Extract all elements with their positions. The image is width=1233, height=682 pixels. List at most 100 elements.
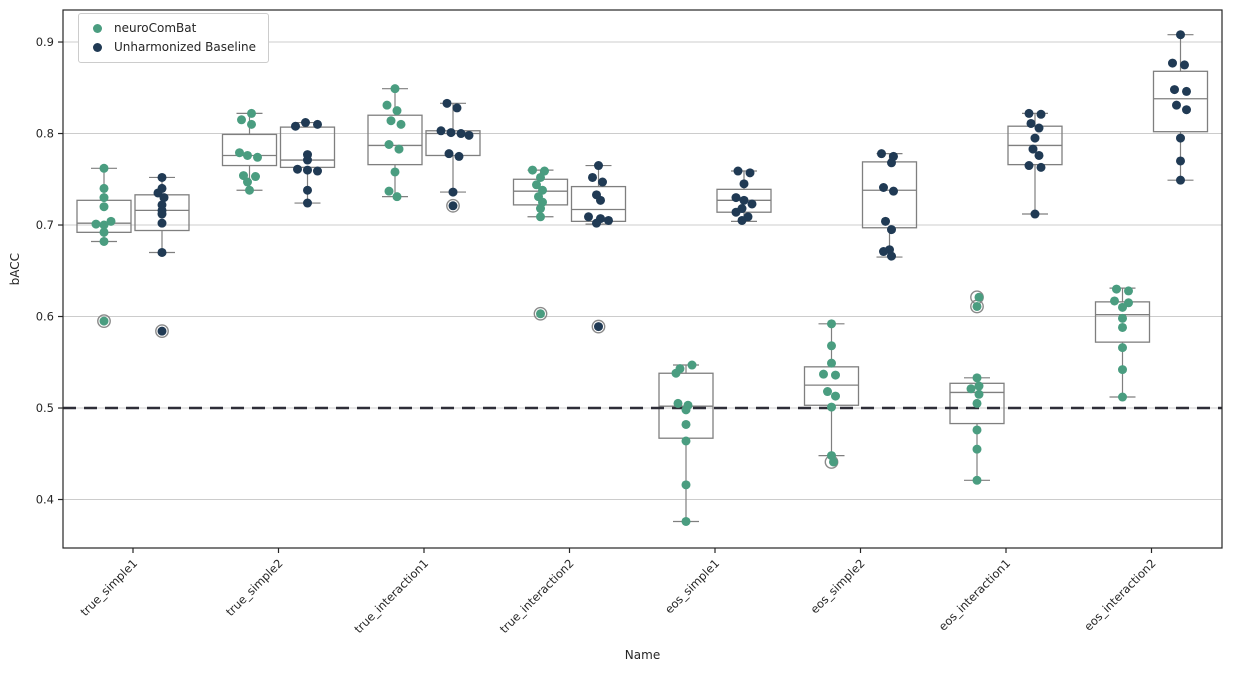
data-point-neurocombat — [974, 381, 984, 391]
x-tick-label: eos_simple2 — [807, 556, 867, 616]
data-point-unharmonized — [887, 158, 896, 168]
data-point-unharmonized — [731, 193, 741, 203]
data-point-unharmonized — [436, 126, 446, 136]
data-point-neurocombat — [827, 341, 836, 351]
x-tick-label: true_simple1 — [77, 556, 140, 619]
data-point-neurocombat — [536, 212, 545, 222]
data-point-neurocombat — [1118, 343, 1127, 353]
data-point-neurocombat — [831, 370, 840, 380]
data-point-unharmonized — [1170, 85, 1179, 95]
data-point-unharmonized — [303, 185, 312, 195]
data-point-neurocombat — [394, 144, 404, 154]
legend-label-unharmonized: Unharmonized Baseline — [114, 40, 257, 54]
y-tick-label: 0.9 — [36, 35, 54, 49]
legend: neuroComBat Unharmonized Baseline — [78, 13, 270, 63]
x-tick-label: eos_simple1 — [662, 556, 722, 616]
data-point-neurocombat — [681, 480, 691, 490]
data-point-neurocombat — [99, 236, 109, 246]
data-point-unharmonized — [456, 129, 466, 139]
data-point-unharmonized — [1034, 150, 1044, 160]
data-point-neurocombat — [237, 115, 246, 125]
data-point-neurocombat — [972, 475, 982, 485]
x-tick-label: eos_interaction1 — [936, 556, 1013, 633]
data-point-unharmonized — [303, 165, 312, 175]
data-point-neurocombat — [247, 119, 256, 129]
data-point-neurocombat — [827, 319, 836, 329]
data-point-neurocombat — [1118, 365, 1127, 375]
data-point-unharmonized — [1176, 175, 1185, 185]
y-tick-label: 0.5 — [36, 401, 54, 415]
data-point-unharmonized — [1024, 108, 1034, 118]
data-point-neurocombat — [384, 186, 394, 196]
data-point-neurocombat — [235, 148, 244, 158]
data-point-unharmonized — [1180, 60, 1189, 70]
data-point-neurocombat — [829, 457, 838, 467]
data-point-neurocombat — [382, 100, 392, 110]
data-point-neurocombat — [972, 425, 982, 435]
data-point-unharmonized — [1182, 105, 1191, 115]
data-point-neurocombat — [823, 387, 832, 397]
data-point-unharmonized — [745, 168, 755, 178]
data-point-neurocombat — [243, 150, 252, 160]
data-point-unharmonized — [1172, 100, 1181, 110]
legend-marker-neurocombat-icon — [93, 24, 102, 33]
outlier-ring — [446, 198, 460, 213]
data-point-neurocombat — [1118, 392, 1127, 402]
y-tick-label: 0.4 — [36, 493, 54, 507]
data-point-unharmonized — [879, 247, 888, 257]
data-point-neurocombat — [1118, 302, 1127, 312]
data-point-unharmonized — [1036, 162, 1046, 172]
x-tick-label: true_interaction1 — [351, 556, 431, 636]
data-point-neurocombat — [681, 419, 691, 429]
data-point-neurocombat — [972, 373, 982, 383]
data-point-neurocombat — [99, 202, 109, 212]
outlier-ring — [155, 324, 169, 339]
data-point-unharmonized — [739, 179, 749, 189]
data-point-neurocombat — [1118, 313, 1127, 323]
x-tick-label: eos_interaction2 — [1081, 556, 1158, 633]
data-point-unharmonized — [1176, 133, 1185, 143]
data-point-unharmonized — [1176, 30, 1185, 40]
data-point-neurocombat — [239, 171, 248, 181]
data-point-neurocombat — [245, 185, 254, 195]
data-point-neurocombat — [384, 140, 394, 149]
legend-item-unharmonized: Unharmonized Baseline — [89, 38, 256, 57]
data-point-unharmonized — [889, 186, 898, 196]
data-point-neurocombat — [1110, 296, 1119, 306]
data-point-unharmonized — [446, 128, 456, 138]
outlier-ring — [533, 306, 548, 321]
data-point-neurocombat — [243, 177, 252, 187]
data-point-neurocombat — [972, 444, 982, 454]
data-point-unharmonized — [1030, 209, 1040, 219]
data-point-unharmonized — [1182, 86, 1191, 96]
data-point-unharmonized — [584, 212, 593, 222]
data-point-neurocombat — [536, 172, 545, 182]
data-point-unharmonized — [1176, 156, 1185, 166]
data-point-unharmonized — [454, 151, 464, 161]
data-point-unharmonized — [303, 198, 312, 208]
data-point-neurocombat — [974, 389, 984, 399]
data-point-neurocombat — [99, 183, 109, 193]
box-neuroComBat-eos_simple2 — [803, 366, 860, 406]
data-point-unharmonized — [448, 187, 458, 197]
data-point-neurocombat — [247, 108, 256, 118]
data-point-unharmonized — [313, 119, 322, 129]
data-point-neurocombat — [1112, 284, 1121, 294]
data-point-unharmonized — [887, 251, 896, 261]
data-point-unharmonized — [731, 207, 741, 217]
data-point-unharmonized — [444, 149, 454, 159]
data-point-neurocombat — [99, 163, 109, 173]
data-point-neurocombat — [528, 165, 537, 175]
data-point-unharmonized — [157, 247, 167, 257]
data-point-unharmonized — [881, 216, 890, 226]
data-point-neurocombat — [91, 219, 101, 229]
data-point-neurocombat — [99, 227, 109, 237]
legend-item-neurocombat: neuroComBat — [89, 19, 256, 38]
data-point-neurocombat — [99, 220, 109, 230]
data-point-neurocombat — [386, 116, 396, 126]
data-point-unharmonized — [588, 172, 597, 182]
box-Unharmonized-eos_interaction2 — [1152, 70, 1209, 133]
outlier-ring — [591, 319, 606, 334]
